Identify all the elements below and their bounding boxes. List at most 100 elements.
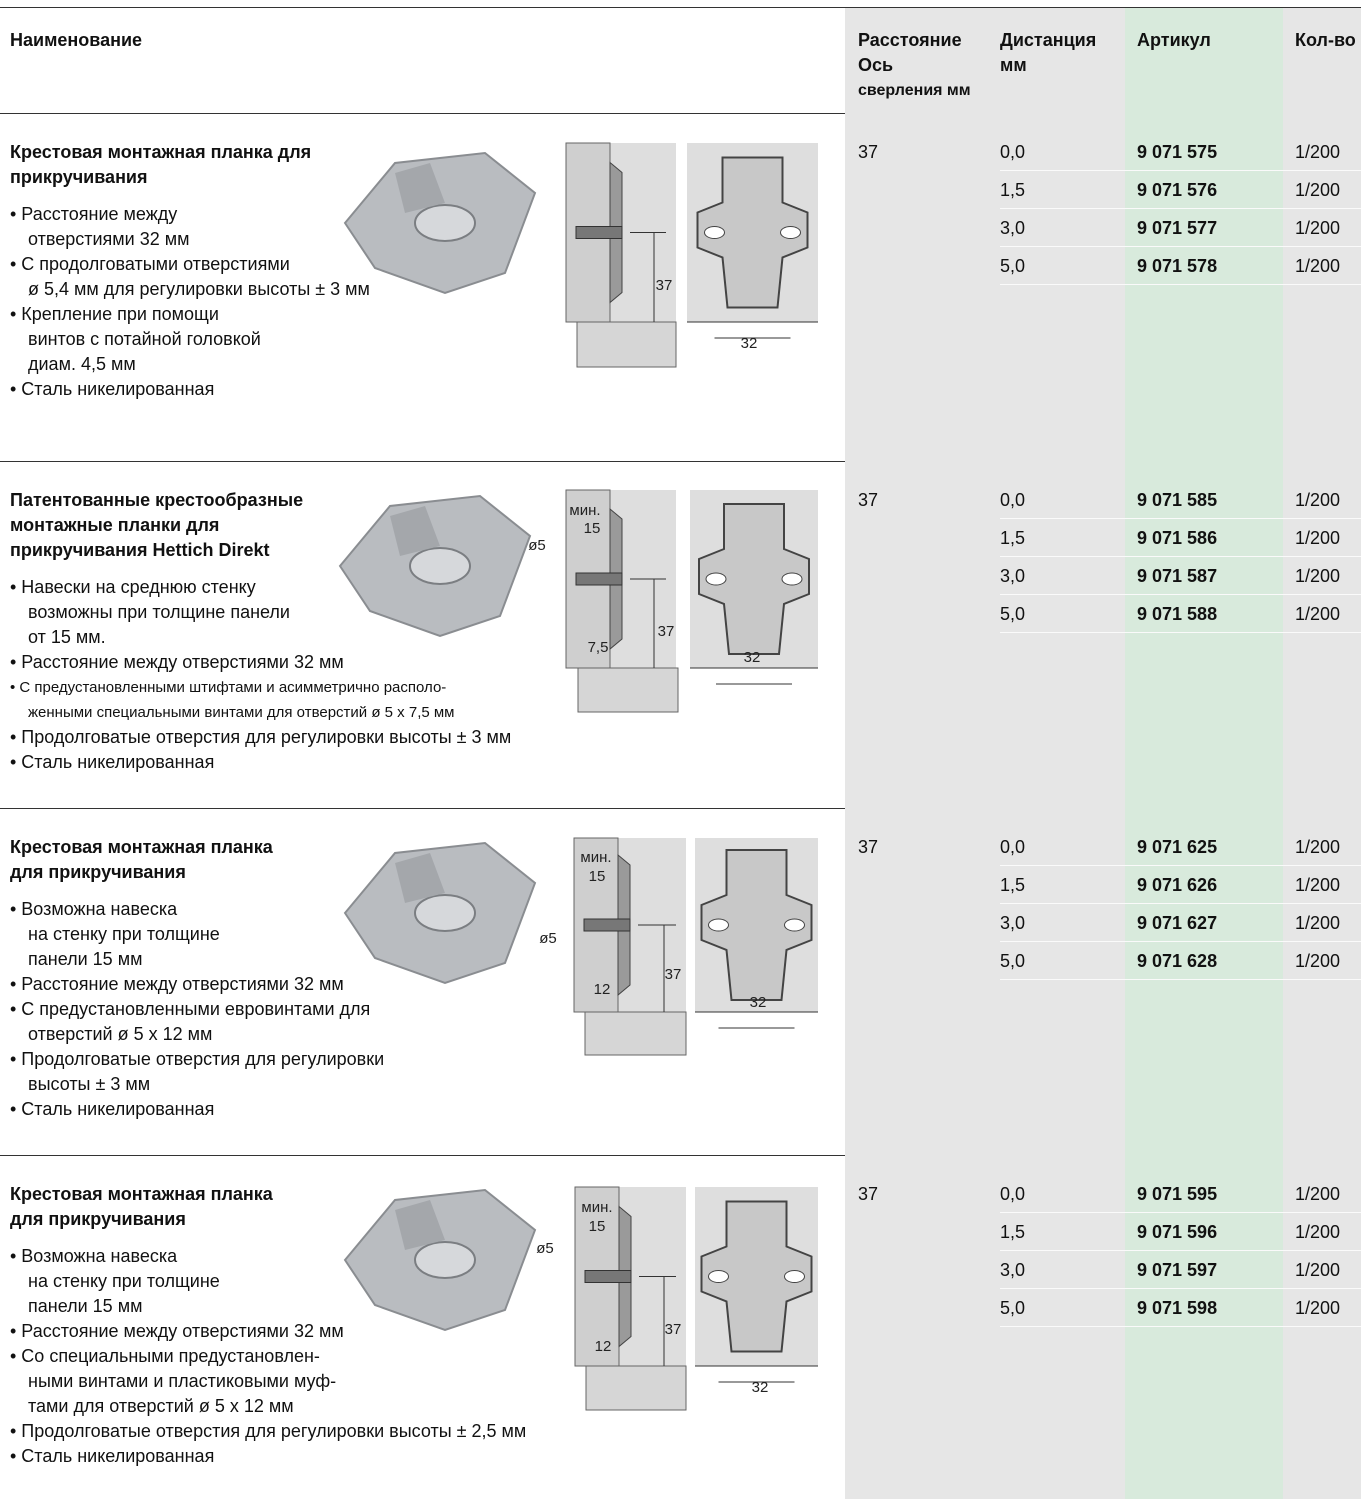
front-view-hole	[708, 918, 729, 932]
bullet-line: на стенку при толщине	[28, 1271, 220, 1291]
product-photo-detail	[395, 163, 445, 213]
side-view-screw	[575, 572, 623, 586]
article-number: 9 071 575	[1137, 142, 1218, 162]
article-number: 9 071 596	[1137, 1222, 1218, 1242]
product-photo-detail	[414, 204, 476, 242]
bullet-line: • Продолговатые отверстия для регулировк…	[10, 1421, 527, 1441]
article-number: 9 071 577	[1137, 218, 1218, 238]
front-view-hole	[704, 226, 725, 239]
dimension-label: 37	[665, 1321, 682, 1338]
title-line: для прикручивания	[10, 1209, 186, 1229]
section-title: Крестовая монтажная планка для прикручива…	[10, 835, 273, 885]
front-view-plate	[700, 849, 813, 1001]
section-title: Крестовая монтажная планка для прикручива…	[10, 1182, 273, 1232]
distance-value: 5,0	[1000, 1298, 1026, 1318]
title-line: монтажные планки для	[10, 515, 220, 535]
front-view-hole	[705, 572, 727, 586]
bullet-line: отверстий ø 5 x 12 мм	[28, 1024, 213, 1044]
side-view-screw	[575, 226, 623, 239]
distance-value: 0,0	[1000, 1184, 1026, 1204]
header-name: Наименование	[10, 30, 143, 50]
dimension-label: 15	[589, 868, 606, 885]
header-line: мм	[1000, 55, 1027, 75]
front-view-hole	[784, 1270, 805, 1283]
row-rule	[1000, 1212, 1361, 1213]
row-rule	[1000, 284, 1361, 285]
front-view-hole	[784, 918, 805, 932]
title-line: Крестовая монтажная планка для	[10, 142, 312, 162]
row-rule	[1000, 518, 1361, 519]
qty-value: 1/200	[1295, 1260, 1341, 1280]
row-rule	[1000, 208, 1361, 209]
bullet-line: • Продолговатые отверстия для регулировк…	[10, 727, 512, 747]
section-rule	[0, 1155, 845, 1156]
article-number: 9 071 587	[1137, 566, 1218, 586]
row-rule	[1000, 1288, 1361, 1289]
dimension-label: 7,5	[588, 639, 609, 656]
qty-value: 1/200	[1295, 1184, 1341, 1204]
row-rule	[1000, 632, 1361, 633]
bullet-line: женными специальными винтами для отверст…	[28, 704, 455, 721]
bullet-line: • Сталь никелированная	[10, 1099, 215, 1119]
dimension-label: мин.	[581, 1199, 612, 1216]
distance-value: 1,5	[1000, 875, 1026, 895]
distance-value: 0,0	[1000, 837, 1026, 857]
distance-value: 1,5	[1000, 1222, 1026, 1242]
bullet-line: • Навески на среднюю стенку	[10, 577, 256, 597]
distance-value: 3,0	[1000, 566, 1026, 586]
qty-value: 1/200	[1295, 1298, 1341, 1318]
top-rule	[0, 7, 1361, 8]
qty-value: 1/200	[1295, 951, 1341, 971]
bullet-line: на стенку при толщине	[28, 924, 220, 944]
distance-value: 0,0	[1000, 490, 1026, 510]
bullet-line: • С продолговатыми отверстиями	[10, 254, 290, 274]
bullet-line: • Со специальными предустановлен-	[10, 1346, 320, 1366]
bullet-line: • Сталь никелированная	[10, 379, 215, 399]
qty-value: 1/200	[1295, 837, 1341, 857]
bullet-line: от 15 мм.	[28, 627, 106, 647]
qty-value: 1/200	[1295, 528, 1341, 548]
title-line: Крестовая монтажная планка	[10, 1184, 273, 1204]
header-article: Артикул	[1137, 30, 1211, 50]
qty-value: 1/200	[1295, 913, 1341, 933]
article-number: 9 071 626	[1137, 875, 1218, 895]
bullet-list: • Возможна навеска на стенку при толщине п…	[10, 897, 384, 1122]
distance-value: 1,5	[1000, 528, 1026, 548]
dimension-label: 37	[658, 623, 675, 640]
qty-value: 1/200	[1295, 1222, 1341, 1242]
article-number: 9 071 597	[1137, 1260, 1218, 1280]
side-view-screw	[583, 918, 631, 932]
front-view-plate	[700, 1200, 813, 1353]
bullet-line: • Расстояние между отверстиями 32 мм	[10, 652, 344, 672]
bullet-line: высоты ± 3 мм	[28, 1074, 151, 1094]
row-rule	[1000, 941, 1361, 942]
side-view-base	[584, 1011, 687, 1056]
row-rule	[1000, 979, 1361, 980]
bullet-line: • Сталь никелированная	[10, 752, 215, 772]
distance-value: 5,0	[1000, 256, 1026, 276]
dimension-label: ø5	[539, 930, 557, 947]
product-photo-detail	[409, 547, 471, 585]
bullet-line: • С предустановленными евровинтами для	[10, 999, 371, 1019]
row-rule	[1000, 1250, 1361, 1251]
qty-value: 1/200	[1295, 875, 1341, 895]
qty-value: 1/200	[1295, 218, 1341, 238]
section-title: Патентованные крестообразные монтажные пл…	[10, 488, 303, 563]
qty-value: 1/200	[1295, 566, 1341, 586]
dimension-label: 32	[750, 994, 767, 1011]
product-photo-detail	[414, 1241, 476, 1279]
section-rule	[0, 461, 845, 462]
bullet-line: возможны при толщине панели	[28, 602, 290, 622]
header-line: Ось	[858, 55, 894, 75]
header-qty: Кол-во	[1295, 30, 1356, 50]
title-line: прикручивания Hettich Direkt	[10, 540, 270, 560]
article-number: 9 071 628	[1137, 951, 1218, 971]
dimension-label: 12	[595, 1338, 612, 1355]
product-photo-detail	[395, 853, 445, 903]
bullet-line: • Продолговатые отверстия для регулировк…	[10, 1049, 385, 1069]
article-number: 9 071 588	[1137, 604, 1218, 624]
dimension-label: мин.	[580, 849, 611, 866]
header-line: Расстояние	[858, 30, 962, 50]
bullet-line: панели 15 мм	[28, 1296, 143, 1316]
bullet-list: • Расстояние между отверстиями 32 мм • С п…	[10, 202, 370, 402]
